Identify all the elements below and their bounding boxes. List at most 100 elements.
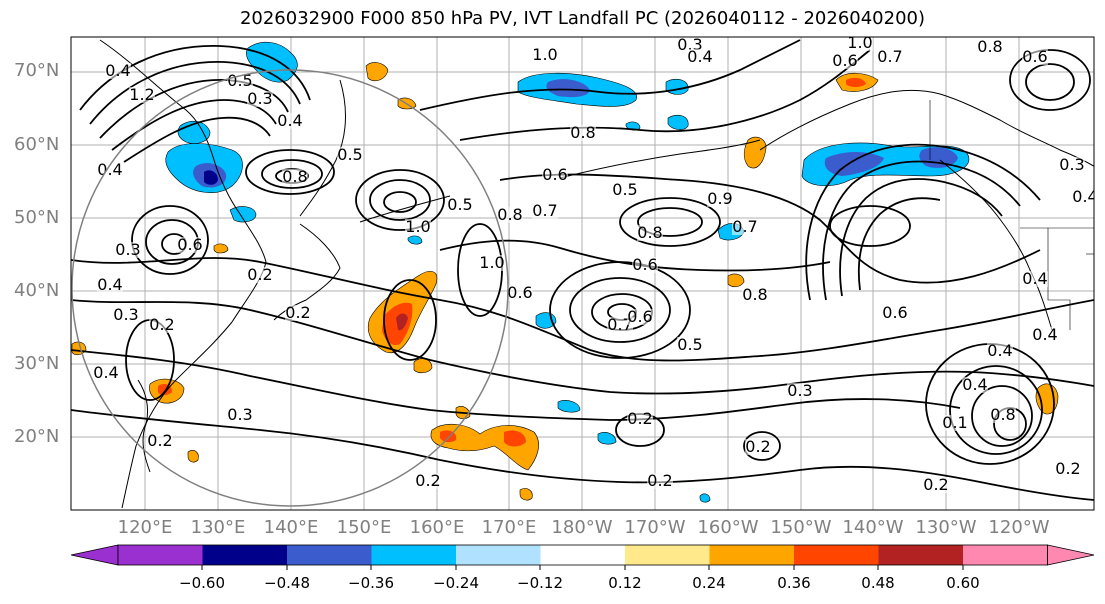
contour-label-5: 0.8: [977, 37, 1002, 56]
contour-label-bg: [149, 317, 175, 333]
contour-eddy-10: [619, 197, 721, 247]
contour-label-bg: [277, 113, 303, 129]
contour-label-bg: [479, 255, 505, 271]
shade-pos-4b: [846, 77, 866, 87]
colorbar-tick-5: −0.12: [517, 574, 563, 592]
colorbar-swatch-3: [371, 545, 457, 565]
lon-label-150e: 150°E: [336, 517, 392, 538]
contour-gulf-1: [805, 143, 1041, 301]
contour-label-54: 0.4: [93, 363, 118, 382]
colorbar-swatch-7: [709, 545, 795, 565]
coast-kamchatka: [299, 79, 346, 217]
shade-neg-6: [665, 78, 689, 95]
contour-label-bg: [627, 309, 653, 325]
contour-eddy-7: [131, 205, 209, 275]
contour-zonal-7: [499, 173, 1041, 284]
contour-label-49: 0.3: [113, 305, 138, 324]
contour-label-bg: [147, 433, 173, 449]
contour-label-47: 0.2: [285, 303, 310, 322]
contour-label-bg: [532, 47, 558, 63]
contour-label-bg: [847, 37, 873, 51]
contour-label-bg: [227, 407, 253, 423]
contour-zonal-1: [71, 257, 1094, 362]
contour-label-58: 0.4: [1032, 325, 1057, 344]
contour-label-34: 0.2: [627, 409, 652, 428]
contour-label-48: 0.2: [149, 315, 174, 334]
contour-label-25: 1.0: [479, 253, 504, 272]
colorbar-tick-10: 0.60: [946, 574, 980, 592]
shade-pos-9: [413, 358, 433, 374]
contour-label-35: 0.2: [745, 437, 770, 456]
contour-eddy-2: [261, 159, 323, 189]
contour-label-17: 0.5: [612, 180, 637, 199]
contour-label-bg: [677, 337, 703, 353]
contour-label-bg: [787, 383, 813, 399]
contour-label-18: 0.9: [707, 189, 732, 208]
contour-eddy-16: [383, 279, 437, 361]
contour-label-43: 0.3: [1059, 155, 1084, 174]
contour-nw-5: [123, 116, 271, 163]
colorbar-swatch-5: [540, 545, 626, 565]
colorbar-tick-6: 0.12: [608, 574, 642, 592]
contour-label-26: 0.6: [507, 283, 532, 302]
contour-label-19: 0.7: [732, 217, 757, 236]
colorbar-swatch-2: [287, 545, 372, 565]
contour-label-24: 1.0: [405, 217, 430, 236]
lon-label-180w: 180°W: [551, 517, 613, 538]
contour-label-30: 0.6: [627, 307, 652, 326]
contour-label-16: 0.6: [542, 165, 567, 184]
gridlines: [71, 37, 1094, 510]
contour-label-40: 0.4: [962, 375, 987, 394]
border-2: [1047, 228, 1071, 330]
contour-label-bg: [632, 257, 658, 273]
contour-label-8: 0.3: [247, 89, 272, 108]
map-frame: [70, 36, 1095, 511]
contour-nw-1: [79, 45, 311, 111]
shade-neg-14: [699, 493, 711, 503]
contour-label-bg: [942, 415, 968, 431]
contour-label-bg: [97, 277, 123, 293]
contour-eddy-1: [245, 149, 335, 195]
colorbar-tick-8: 0.36: [777, 574, 811, 592]
contour-label-2: 0.6: [832, 51, 857, 70]
contour-eddy-13: [949, 365, 1043, 455]
lat-label-20n: 20°N: [14, 426, 60, 447]
contour-label-53: 0.6: [177, 235, 202, 254]
contour-eddy-18: [829, 205, 911, 247]
colorbar-swatch-1: [202, 545, 288, 565]
shade-neg-15: [407, 235, 423, 245]
shade-pos-2b: [504, 430, 526, 447]
colorbar-tick-3: −0.36: [348, 574, 394, 592]
coast-taiwan-phil: [137, 379, 151, 473]
contour-label-bg: [977, 39, 1003, 55]
contour-label-10: 0.4: [105, 61, 130, 80]
contour-label-bg: [105, 63, 131, 79]
colorbar-outline: [117, 544, 1048, 566]
contour-label-bg: [612, 182, 638, 198]
contour-label-bg: [1072, 189, 1094, 205]
contour-label-bg: [990, 407, 1016, 423]
contour-label-33: 0.3: [787, 381, 812, 400]
colorbar-swatch-10: [963, 545, 1048, 565]
contour-label-bg: [1059, 157, 1085, 173]
contour-label-36: 0.2: [647, 471, 672, 490]
contour-label-7: 0.5: [227, 71, 252, 90]
contour-label-22: 0.7: [532, 201, 557, 220]
colorbar-swatch-0: [118, 545, 203, 565]
colorbar-tick-1: −0.60: [179, 574, 225, 592]
contour-eddy-20: [1025, 63, 1075, 101]
contour-label-bg: [962, 377, 988, 393]
colorbar-swatch-9: [878, 545, 964, 565]
contour-labels: 0.30.4 0.6 0.71.0 0.80.60.50.31.20.40.40.50…: [93, 33, 1094, 494]
lon-label-130w: 130°W: [915, 517, 977, 538]
contour-label-11: 0.4: [277, 111, 302, 130]
lon-label-120e: 120°E: [117, 517, 173, 538]
contour-label-3: 0.7: [877, 47, 902, 66]
contour-label-4: 1.0: [847, 33, 872, 52]
contour-label-42: 0.8: [990, 405, 1015, 424]
shade-pos-13: [213, 243, 229, 254]
shade-pos-10: [727, 273, 745, 288]
contour-zonal-2: [71, 299, 1094, 395]
contour-label-bg: [1055, 461, 1081, 477]
